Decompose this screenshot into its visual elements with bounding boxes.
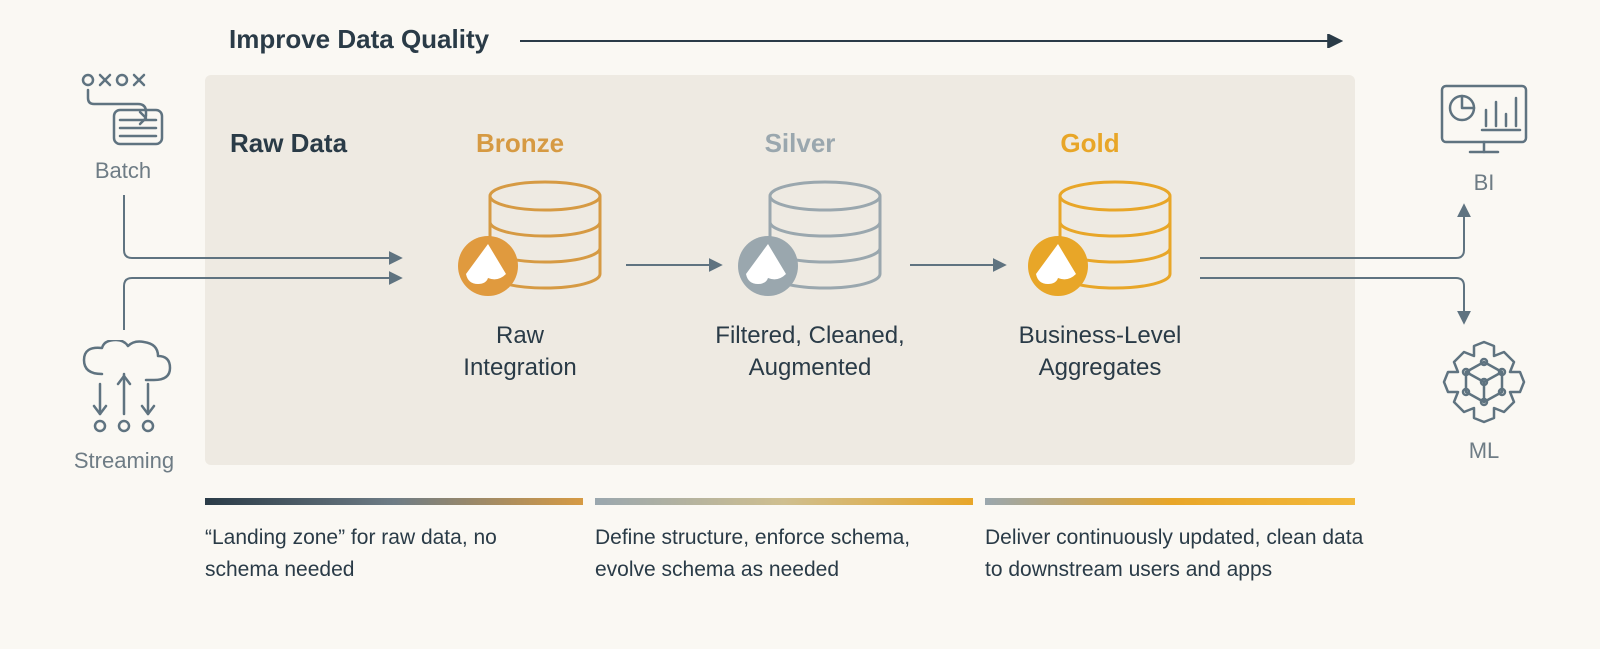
gold-note: Deliver continuously updated, clean data…	[985, 522, 1375, 585]
silver-gradient-bar	[595, 498, 973, 505]
gold-gradient-bar	[985, 498, 1355, 505]
silver-note: Define structure, enforce schema, evolve…	[595, 522, 965, 585]
bronze-note: “Landing zone” for raw data, no schema n…	[205, 522, 575, 585]
bronze-gradient-bar	[205, 498, 583, 505]
